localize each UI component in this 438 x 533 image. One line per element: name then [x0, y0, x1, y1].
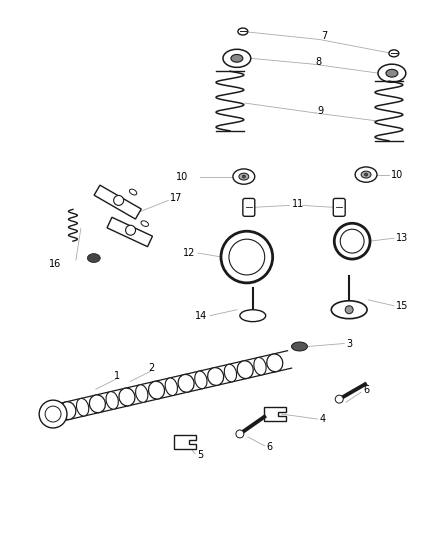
- Ellipse shape: [221, 231, 273, 283]
- Text: 10: 10: [391, 169, 403, 180]
- Polygon shape: [107, 217, 152, 247]
- Ellipse shape: [331, 301, 367, 319]
- Text: 6: 6: [363, 385, 369, 395]
- Ellipse shape: [148, 381, 165, 399]
- Ellipse shape: [267, 354, 283, 372]
- Ellipse shape: [224, 364, 237, 382]
- Ellipse shape: [378, 64, 406, 82]
- Ellipse shape: [238, 28, 248, 35]
- Ellipse shape: [89, 395, 106, 413]
- Polygon shape: [94, 185, 141, 219]
- Ellipse shape: [237, 361, 253, 378]
- Ellipse shape: [231, 54, 243, 62]
- Ellipse shape: [334, 223, 370, 259]
- Ellipse shape: [119, 388, 135, 406]
- Text: 11: 11: [292, 199, 304, 209]
- Ellipse shape: [340, 229, 364, 253]
- Ellipse shape: [229, 239, 265, 275]
- Ellipse shape: [242, 175, 245, 178]
- Ellipse shape: [60, 402, 76, 419]
- Text: 6: 6: [267, 442, 273, 452]
- Ellipse shape: [165, 378, 177, 395]
- FancyBboxPatch shape: [333, 198, 345, 216]
- Ellipse shape: [106, 392, 118, 409]
- Text: 17: 17: [170, 193, 183, 204]
- Ellipse shape: [208, 368, 224, 385]
- Polygon shape: [264, 407, 286, 421]
- Ellipse shape: [223, 49, 251, 67]
- Text: 5: 5: [197, 450, 203, 460]
- Text: 4: 4: [319, 414, 325, 424]
- Ellipse shape: [389, 50, 399, 57]
- Circle shape: [345, 306, 353, 314]
- Text: 15: 15: [396, 301, 408, 311]
- Ellipse shape: [355, 167, 377, 182]
- Text: 13: 13: [396, 233, 408, 243]
- Text: 9: 9: [318, 106, 324, 116]
- FancyBboxPatch shape: [243, 198, 255, 216]
- Circle shape: [236, 430, 244, 438]
- Ellipse shape: [178, 374, 194, 392]
- Text: 12: 12: [183, 248, 195, 258]
- Circle shape: [114, 196, 124, 205]
- Circle shape: [335, 395, 343, 403]
- Text: 2: 2: [148, 364, 155, 373]
- Text: 16: 16: [49, 259, 61, 269]
- Ellipse shape: [233, 169, 255, 184]
- Text: 10: 10: [176, 172, 188, 182]
- Text: 1: 1: [114, 372, 120, 381]
- Text: 3: 3: [346, 338, 352, 349]
- Ellipse shape: [136, 385, 148, 402]
- Ellipse shape: [254, 358, 266, 375]
- Ellipse shape: [195, 371, 207, 389]
- Ellipse shape: [77, 398, 89, 416]
- Ellipse shape: [240, 310, 266, 321]
- Ellipse shape: [386, 69, 398, 77]
- Ellipse shape: [364, 173, 367, 176]
- Circle shape: [39, 400, 67, 428]
- Ellipse shape: [141, 221, 148, 227]
- Text: 8: 8: [315, 58, 321, 67]
- Text: 7: 7: [321, 31, 328, 42]
- Ellipse shape: [292, 342, 307, 351]
- Ellipse shape: [87, 254, 100, 263]
- Text: 14: 14: [195, 311, 207, 321]
- Ellipse shape: [361, 171, 371, 178]
- Ellipse shape: [130, 189, 137, 195]
- Circle shape: [126, 225, 135, 235]
- Ellipse shape: [239, 173, 249, 180]
- Polygon shape: [174, 435, 196, 449]
